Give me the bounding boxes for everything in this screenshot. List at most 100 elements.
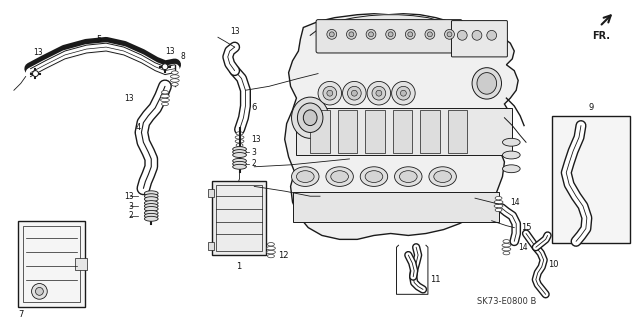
Bar xyxy=(18,221,84,307)
Bar xyxy=(212,182,266,255)
Text: 3: 3 xyxy=(129,202,134,211)
Circle shape xyxy=(458,30,467,40)
Bar xyxy=(447,110,467,153)
Ellipse shape xyxy=(235,139,244,143)
Ellipse shape xyxy=(472,68,502,99)
Ellipse shape xyxy=(395,167,422,186)
Circle shape xyxy=(386,29,396,39)
Text: 11: 11 xyxy=(430,275,440,284)
Ellipse shape xyxy=(233,164,246,169)
Ellipse shape xyxy=(161,91,168,94)
Ellipse shape xyxy=(145,213,158,218)
Circle shape xyxy=(388,32,393,37)
Text: 6: 6 xyxy=(252,103,257,112)
Bar xyxy=(208,242,214,250)
Circle shape xyxy=(408,32,413,37)
Circle shape xyxy=(327,29,337,39)
Ellipse shape xyxy=(399,171,417,182)
Circle shape xyxy=(346,29,356,39)
Polygon shape xyxy=(310,15,467,37)
Ellipse shape xyxy=(145,201,158,205)
Ellipse shape xyxy=(233,150,246,154)
Ellipse shape xyxy=(233,161,246,166)
Circle shape xyxy=(348,86,361,100)
Ellipse shape xyxy=(145,197,158,202)
Ellipse shape xyxy=(236,144,243,147)
Ellipse shape xyxy=(145,194,158,199)
Text: 2: 2 xyxy=(129,211,134,220)
Text: 13: 13 xyxy=(33,48,43,57)
Circle shape xyxy=(405,29,415,39)
Circle shape xyxy=(35,287,44,295)
Text: 15: 15 xyxy=(521,223,532,232)
Ellipse shape xyxy=(303,110,317,126)
Ellipse shape xyxy=(170,79,179,82)
Circle shape xyxy=(349,32,354,37)
Ellipse shape xyxy=(145,216,158,221)
Text: 14: 14 xyxy=(518,243,528,252)
Circle shape xyxy=(472,30,482,40)
Ellipse shape xyxy=(268,242,275,246)
Ellipse shape xyxy=(503,251,510,255)
Circle shape xyxy=(318,81,342,105)
Ellipse shape xyxy=(360,167,388,186)
Circle shape xyxy=(445,29,454,39)
Bar xyxy=(75,258,86,270)
Ellipse shape xyxy=(434,171,451,182)
Circle shape xyxy=(447,32,452,37)
Ellipse shape xyxy=(494,200,503,204)
Text: 3: 3 xyxy=(252,148,256,157)
Text: 13: 13 xyxy=(230,27,239,36)
Bar xyxy=(365,110,385,153)
Circle shape xyxy=(376,90,382,96)
Bar xyxy=(392,110,412,153)
Ellipse shape xyxy=(495,197,502,200)
Circle shape xyxy=(428,32,433,37)
Ellipse shape xyxy=(429,167,456,186)
Ellipse shape xyxy=(494,204,503,208)
Ellipse shape xyxy=(502,165,520,173)
Ellipse shape xyxy=(233,147,246,152)
Circle shape xyxy=(342,81,366,105)
Text: FR.: FR. xyxy=(592,31,610,41)
Circle shape xyxy=(351,90,357,96)
Text: 8: 8 xyxy=(180,52,186,61)
Polygon shape xyxy=(285,14,518,239)
Circle shape xyxy=(401,90,406,96)
Text: 1: 1 xyxy=(236,262,241,271)
Bar xyxy=(216,185,262,251)
Text: 13: 13 xyxy=(124,192,134,201)
Ellipse shape xyxy=(145,191,158,196)
Ellipse shape xyxy=(502,248,511,251)
Circle shape xyxy=(397,86,410,100)
Circle shape xyxy=(372,86,386,100)
Ellipse shape xyxy=(268,254,275,258)
Ellipse shape xyxy=(502,138,520,146)
Circle shape xyxy=(367,81,390,105)
Ellipse shape xyxy=(236,132,243,135)
Ellipse shape xyxy=(495,208,502,212)
Text: 7: 7 xyxy=(18,310,23,319)
FancyBboxPatch shape xyxy=(316,20,462,53)
Circle shape xyxy=(162,64,168,70)
Circle shape xyxy=(425,29,435,39)
Circle shape xyxy=(366,29,376,39)
Ellipse shape xyxy=(326,167,353,186)
Text: 2: 2 xyxy=(252,159,256,168)
Circle shape xyxy=(327,90,333,96)
FancyBboxPatch shape xyxy=(451,21,508,57)
Ellipse shape xyxy=(233,152,246,158)
Ellipse shape xyxy=(502,151,520,159)
Bar xyxy=(296,108,512,155)
Ellipse shape xyxy=(161,94,170,98)
Ellipse shape xyxy=(503,240,510,243)
Circle shape xyxy=(487,30,497,40)
Ellipse shape xyxy=(172,71,178,74)
Ellipse shape xyxy=(172,83,178,86)
Circle shape xyxy=(392,81,415,105)
Ellipse shape xyxy=(292,97,329,138)
Circle shape xyxy=(33,70,38,77)
Ellipse shape xyxy=(502,243,511,247)
Text: 13: 13 xyxy=(252,135,261,144)
Circle shape xyxy=(369,32,374,37)
